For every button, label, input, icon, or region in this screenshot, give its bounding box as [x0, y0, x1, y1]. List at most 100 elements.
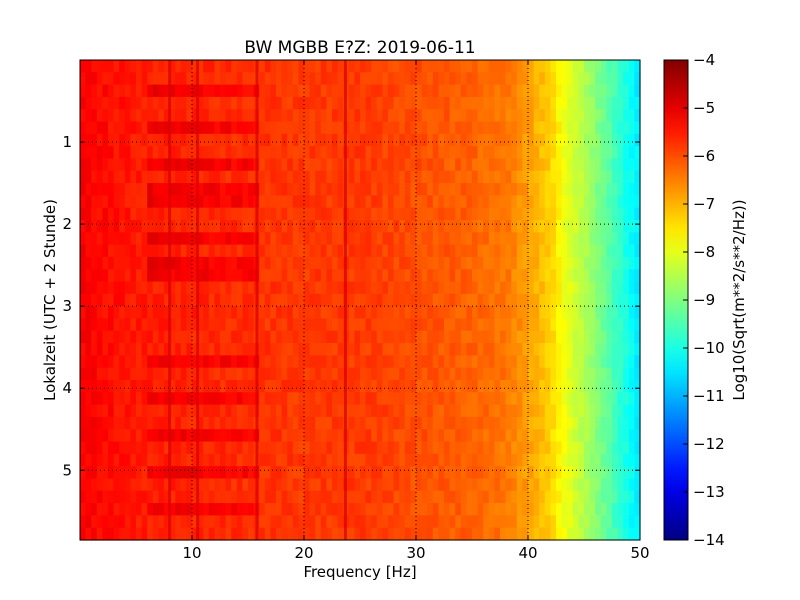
- heatmap-cell: [264, 527, 271, 541]
- heatmap-cell: [113, 466, 120, 480]
- heatmap-cell: [304, 96, 311, 110]
- heatmap-cell: [169, 466, 176, 480]
- heatmap-cell: [225, 256, 232, 270]
- heatmap-cell: [85, 72, 92, 86]
- heatmap-cell: [102, 109, 109, 123]
- heatmap-cell: [208, 466, 215, 480]
- heatmap-cell: [186, 109, 193, 123]
- heatmap-cell: [158, 527, 165, 541]
- heatmap-cell: [623, 146, 630, 160]
- heatmap-cell: [404, 121, 411, 135]
- heatmap-cell: [180, 343, 187, 356]
- heatmap-cell: [304, 207, 311, 221]
- heatmap-cell: [399, 281, 406, 295]
- heatmap-cell: [388, 503, 395, 516]
- heatmap-cell: [488, 109, 495, 123]
- heatmap-cell: [488, 478, 495, 492]
- heatmap-cell: [578, 170, 585, 184]
- heatmap-cell: [600, 515, 607, 529]
- heatmap-cell: [460, 244, 467, 258]
- heatmap-cell: [175, 330, 182, 344]
- heatmap-cell: [130, 256, 137, 270]
- heatmap-cell: [186, 404, 193, 418]
- heatmap-cell: [242, 158, 249, 172]
- heatmap-cell: [617, 503, 624, 516]
- heatmap-cell: [119, 170, 126, 184]
- heatmap-cell: [309, 133, 316, 147]
- heatmap-cell: [147, 404, 154, 418]
- heatmap-cell: [483, 515, 490, 529]
- heatmap-cell: [164, 318, 171, 332]
- heatmap-cell: [192, 207, 199, 221]
- heatmap-cell: [180, 453, 187, 467]
- heatmap-cell: [119, 380, 126, 393]
- heatmap-cell: [449, 244, 456, 258]
- heatmap-cell: [236, 490, 243, 504]
- heatmap-cell: [80, 121, 87, 135]
- heatmap-cell: [393, 72, 400, 86]
- heatmap-cell: [612, 96, 619, 110]
- heatmap-cell: [488, 306, 495, 320]
- heatmap-cell: [595, 293, 602, 307]
- heatmap-cell: [416, 343, 423, 356]
- heatmap-cell: [203, 330, 210, 344]
- heatmap-cell: [494, 527, 501, 541]
- heatmap-cell: [427, 429, 434, 443]
- heatmap-cell: [589, 404, 596, 418]
- heatmap-cell: [511, 441, 518, 455]
- heatmap-cell: [169, 306, 176, 320]
- heatmap-cell: [572, 109, 579, 123]
- heatmap-cell: [208, 318, 215, 332]
- heatmap-cell: [147, 121, 154, 135]
- heatmap-cell: [360, 343, 367, 356]
- heatmap-cell: [561, 306, 568, 320]
- heatmap-cell: [119, 96, 126, 110]
- heatmap-cell: [192, 441, 199, 455]
- heatmap-cell: [259, 441, 266, 455]
- heatmap-cell: [382, 404, 389, 418]
- heatmap-cell: [169, 84, 176, 98]
- heatmap-cell: [276, 170, 283, 184]
- heatmap-cell: [231, 220, 238, 233]
- heatmap-cell: [623, 416, 630, 430]
- heatmap-cell: [589, 183, 596, 196]
- heatmap-cell: [192, 355, 199, 369]
- heatmap-cell: [617, 490, 624, 504]
- heatmap-cell: [281, 453, 288, 467]
- heatmap-cell: [337, 84, 344, 98]
- heatmap-cell: [472, 330, 479, 344]
- heatmap-cell: [136, 183, 143, 196]
- heatmap-cell: [259, 416, 266, 430]
- heatmap-cell: [393, 293, 400, 307]
- heatmap-cell: [371, 330, 378, 344]
- heatmap-cell: [533, 355, 540, 369]
- heatmap-cell: [488, 244, 495, 258]
- heatmap-cell: [108, 207, 115, 221]
- heatmap-cell: [315, 256, 322, 270]
- heatmap-cell: [309, 330, 316, 344]
- heatmap-cell: [444, 478, 451, 492]
- heatmap-cell: [472, 109, 479, 123]
- heatmap-cell: [259, 60, 266, 73]
- heatmap-cell: [208, 170, 215, 184]
- heatmap-cell: [516, 195, 523, 209]
- heatmap-cell: [231, 72, 238, 86]
- heatmap-cell: [119, 256, 126, 270]
- heatmap-cell: [444, 146, 451, 160]
- heatmap-cell: [511, 490, 518, 504]
- heatmap-cell: [606, 466, 613, 480]
- heatmap-cell: [522, 146, 529, 160]
- heatmap-cell: [292, 330, 299, 344]
- heatmap-cell: [500, 503, 507, 516]
- heatmap-cell: [136, 453, 143, 467]
- heatmap-cell: [354, 232, 361, 246]
- heatmap-cell: [567, 293, 574, 307]
- heatmap-cell: [505, 343, 512, 356]
- heatmap-cell: [220, 293, 227, 307]
- heatmap-cell: [169, 244, 176, 258]
- heatmap-cell: [488, 220, 495, 233]
- heatmap-cell: [472, 195, 479, 209]
- heatmap-cell: [416, 72, 423, 86]
- heatmap-cell: [584, 453, 591, 467]
